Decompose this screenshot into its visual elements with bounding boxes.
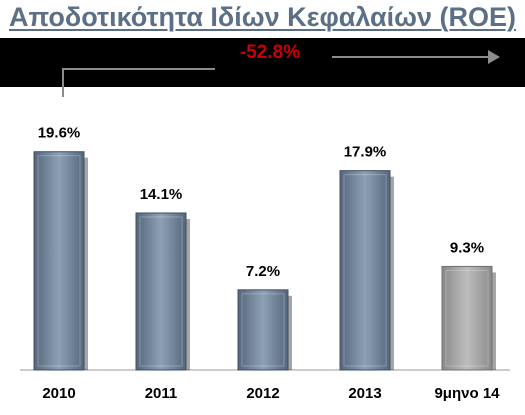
arrow-head-icon xyxy=(488,50,500,64)
bar-bevel xyxy=(445,269,489,367)
bar-bevel xyxy=(139,216,183,367)
bar-bevel xyxy=(241,293,285,367)
data-label: 9.3% xyxy=(450,239,484,256)
bar-2012 xyxy=(237,289,292,371)
change-arrow xyxy=(62,50,500,97)
category-label: 2012 xyxy=(246,385,279,402)
category-label: 2013 xyxy=(348,385,381,402)
bars-group xyxy=(33,151,496,371)
bar-body xyxy=(135,212,187,371)
bar-9μηνο-14 xyxy=(441,265,496,371)
arrow-left-segment xyxy=(62,68,215,97)
category-label: 2010 xyxy=(42,385,75,402)
data-labels-group: 19.6% 14.1% 7.2% 17.9% 9.3% xyxy=(38,125,484,280)
bar-bevel xyxy=(37,155,81,367)
data-label: 19.6% xyxy=(38,125,81,142)
bar-body xyxy=(441,265,493,371)
data-label: 14.1% xyxy=(140,186,183,203)
change-annotation: -52.8% xyxy=(239,42,301,63)
category-label: 2011 xyxy=(145,385,178,402)
bar-body xyxy=(237,289,289,371)
chart-title: Αποδοτικότητα Ιδίων Κεφαλαίων (ROE) xyxy=(9,2,516,32)
category-label: 9μηνο 14 xyxy=(434,385,500,402)
data-label: 7.2% xyxy=(246,263,280,280)
bar-2010 xyxy=(33,151,88,371)
change-band xyxy=(0,38,525,87)
bar-body xyxy=(33,151,85,371)
bar-2011 xyxy=(135,212,190,371)
data-label: 17.9% xyxy=(344,144,387,161)
bar-body xyxy=(339,170,391,371)
bar-bevel xyxy=(343,174,387,367)
category-labels-group: 2010 2011 2012 2013 9μηνο 14 xyxy=(42,385,500,402)
bar-2013 xyxy=(339,170,394,371)
